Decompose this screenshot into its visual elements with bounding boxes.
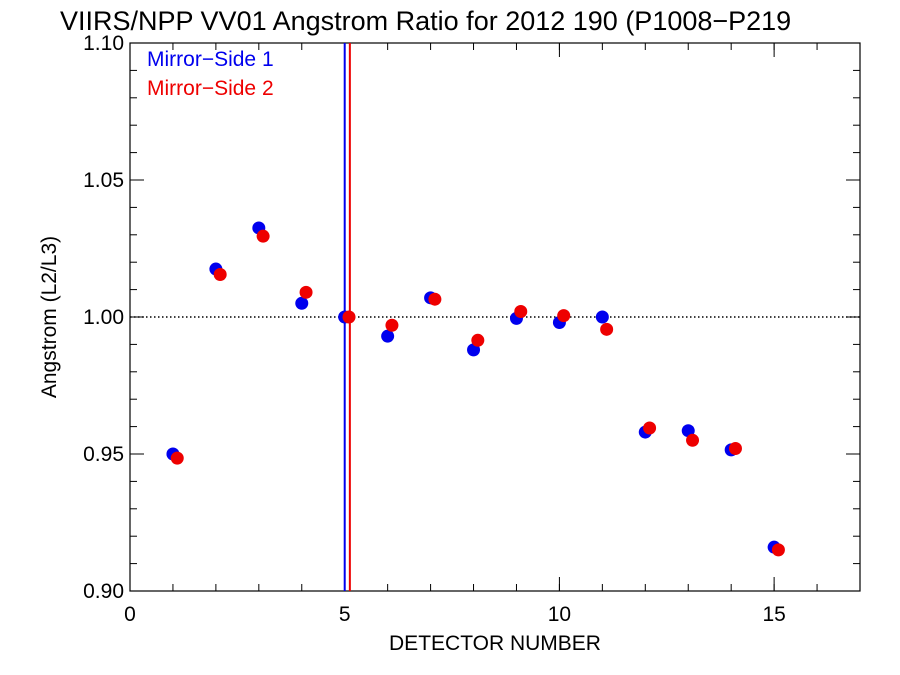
data-point-series-2 [471,333,485,347]
data-point-series-2 [256,229,270,243]
y-tick-label: 1.00 [83,306,124,329]
data-point-series-1 [595,310,609,324]
chart-title: VIIRS/NPP VV01 Angstrom Ratio for 2012 1… [60,6,791,36]
y-tick-label: 1.10 [83,32,124,55]
legend: Mirror−Side 1 Mirror−Side 2 [147,48,274,100]
legend-entry-mirror-side-2: Mirror−Side 2 [147,77,274,100]
data-point-series-1 [381,329,395,343]
data-point-series-2 [557,309,571,323]
data-point-series-2 [385,318,399,332]
data-point-series-2 [428,292,442,306]
data-point-series-2 [514,305,528,319]
data-point-series-2 [771,543,785,557]
y-tick-label: 1.05 [83,169,124,192]
legend-entry-mirror-side-1: Mirror−Side 1 [147,48,274,71]
data-point-series-2 [213,268,227,282]
y-tick-label: 0.90 [83,580,124,603]
x-tick-label: 0 [124,603,136,626]
x-tick-label: 10 [548,603,571,626]
data-point-series-2 [643,421,657,435]
y-tick-label: 0.95 [83,443,124,466]
data-point-series-2 [299,285,313,299]
data-point-series-2 [728,442,742,456]
x-tick-label: 5 [339,603,351,626]
data-point-series-1 [295,296,309,310]
data-point-series-2 [170,451,184,465]
data-point-series-2 [686,433,700,447]
x-tick-label: 15 [762,603,785,626]
y-axis-label: Angstrom (L2/L3) [38,236,61,398]
data-point-series-2 [600,322,614,336]
x-axis-label: DETECTOR NUMBER [389,632,601,655]
data-point-series-2 [342,310,356,324]
